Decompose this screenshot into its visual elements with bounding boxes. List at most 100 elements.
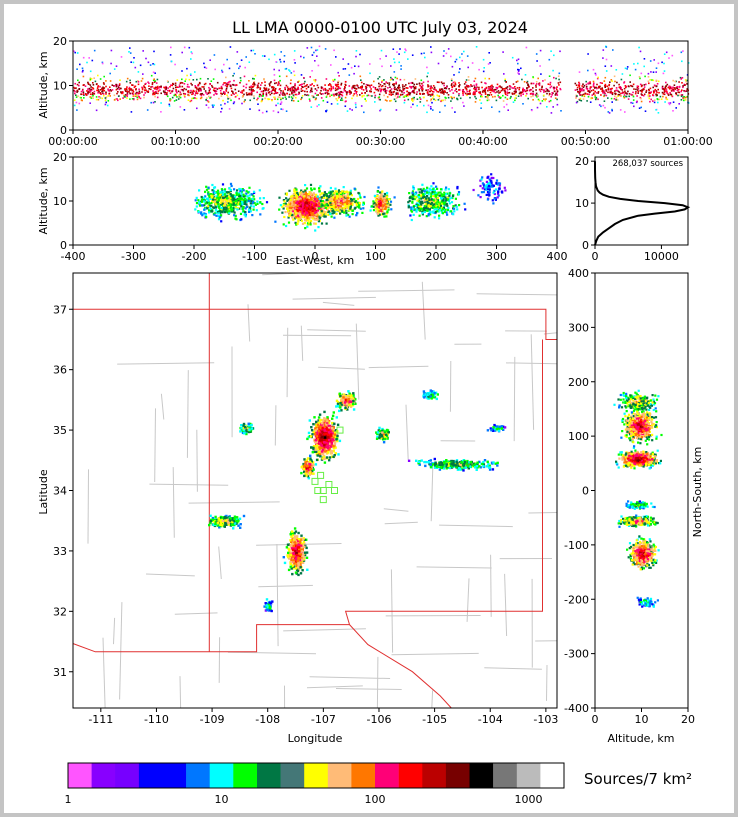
density-cell (494, 95, 496, 98)
density-cell (614, 80, 616, 83)
density-cell (426, 196, 429, 199)
density-cell (594, 90, 596, 93)
density-cell (128, 88, 130, 90)
density-cell (407, 201, 410, 204)
density-cell (78, 102, 81, 105)
density-cell (226, 58, 228, 61)
density-cell (228, 203, 232, 206)
density-cell (388, 84, 391, 86)
density-cell (349, 93, 351, 95)
density-cell (474, 88, 477, 90)
density-cell (118, 83, 121, 85)
density-cell (351, 109, 353, 111)
density-cell (175, 86, 177, 89)
density-cell (74, 51, 76, 54)
density-cell (420, 87, 422, 90)
density-cell (366, 90, 368, 92)
density-cell (290, 72, 293, 74)
density-cell (346, 194, 350, 198)
density-cell (369, 72, 371, 75)
density-cell (213, 213, 216, 216)
density-cell (421, 90, 424, 92)
x-tick-label: 00:10:00 (151, 135, 200, 148)
density-cell (97, 98, 100, 101)
density-cell (287, 203, 290, 206)
density-cell (87, 90, 89, 93)
density-cell (390, 94, 393, 96)
density-cell (237, 192, 240, 195)
density-cell (110, 90, 112, 92)
density-cell (418, 205, 421, 208)
density-cell (238, 97, 240, 100)
density-cell (308, 192, 312, 196)
density-cell (288, 206, 291, 209)
density-cell (97, 86, 99, 88)
density-cell (304, 216, 307, 219)
density-cell (467, 85, 470, 87)
density-cell (253, 90, 255, 92)
density-cell (684, 96, 687, 99)
density-cell (637, 87, 640, 90)
density-cell (411, 207, 414, 210)
density-cell (279, 204, 282, 207)
density-cell (481, 95, 483, 98)
density-cell (374, 202, 377, 205)
density-cell (302, 197, 305, 200)
density-cell (332, 93, 335, 96)
density-cell (236, 189, 239, 192)
density-cell (342, 186, 345, 189)
density-cell (223, 188, 227, 191)
density-cell (390, 208, 393, 211)
density-cell (301, 191, 304, 194)
density-cell (232, 84, 235, 86)
density-cell (220, 220, 223, 223)
density-cell (599, 82, 602, 84)
density-cell (223, 198, 226, 201)
density-cell (280, 101, 283, 103)
density-cell (183, 87, 186, 90)
density-cell (454, 83, 457, 86)
density-cell (275, 104, 277, 107)
density-cell (303, 222, 306, 225)
density-cell (381, 85, 384, 87)
density-cell (216, 81, 219, 84)
density-cell (259, 87, 262, 89)
density-cell (250, 85, 253, 87)
density-cell (664, 101, 666, 103)
density-cell (175, 88, 177, 91)
density-cell (332, 79, 334, 81)
density-cell (326, 198, 329, 201)
density-cell (185, 78, 187, 81)
density-cell (273, 53, 276, 56)
density-cell (170, 98, 172, 101)
density-cell (301, 201, 304, 204)
density-cell (441, 202, 444, 205)
density-cell (443, 91, 446, 93)
density-cell (139, 97, 142, 100)
density-cell (221, 202, 224, 205)
density-cell (607, 91, 609, 94)
density-cell (610, 79, 613, 81)
density-cell (450, 100, 452, 102)
density-cell (314, 229, 317, 232)
density-cell (316, 213, 319, 216)
density-cell (224, 195, 227, 198)
density-cell (316, 195, 319, 198)
density-cell (389, 86, 391, 88)
density-cell (333, 196, 336, 199)
density-cell (487, 88, 490, 90)
density-cell (453, 74, 455, 76)
density-cell (473, 91, 475, 93)
density-cell (458, 85, 460, 87)
density-cell (216, 194, 220, 197)
density-cell (437, 201, 440, 204)
density-cell (526, 81, 528, 84)
density-cell (419, 188, 422, 191)
density-cell (377, 88, 379, 91)
density-cell (228, 210, 231, 213)
density-cell (199, 202, 202, 205)
density-cell (326, 95, 328, 97)
density-cell (310, 201, 313, 204)
density-cell (234, 200, 237, 203)
density-cell (206, 100, 209, 102)
